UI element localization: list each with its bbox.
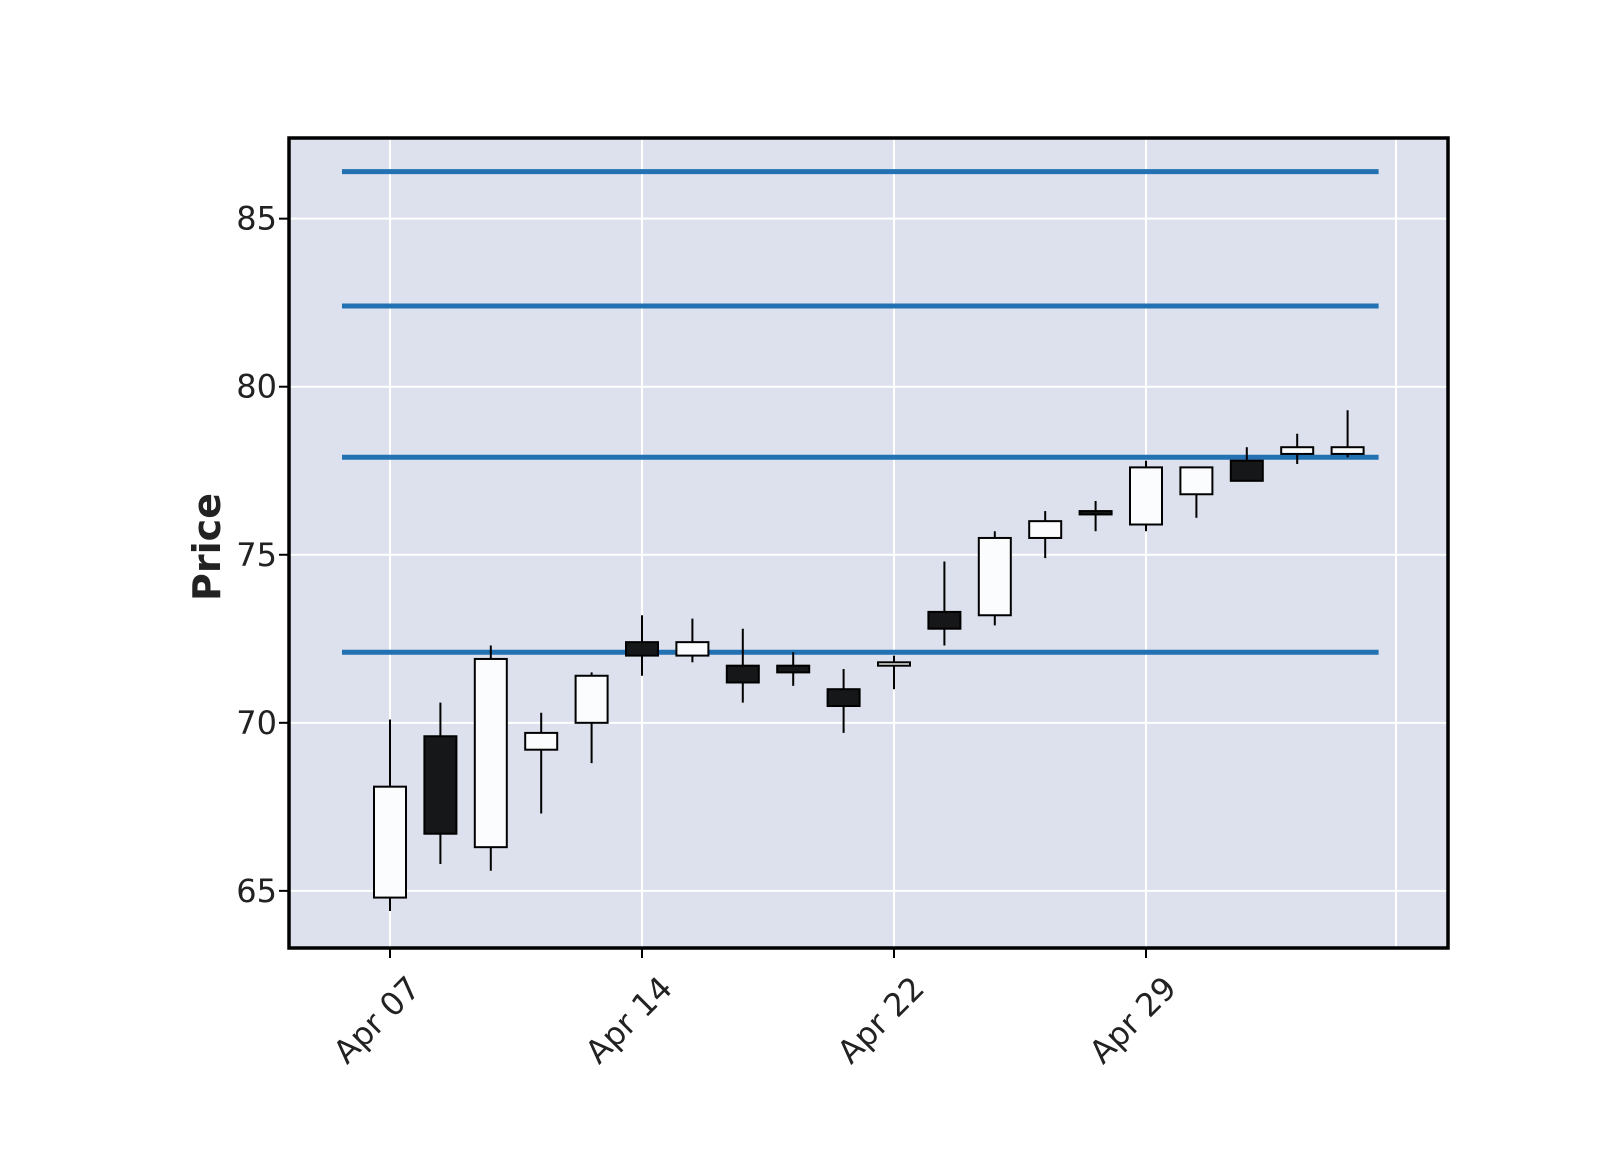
plot-background xyxy=(289,138,1448,948)
candle xyxy=(423,702,458,864)
candle-body xyxy=(1179,466,1214,496)
candle xyxy=(1330,410,1365,458)
candle xyxy=(776,652,811,686)
x-tick-label: Apr 29 xyxy=(1082,969,1184,1071)
candle-body xyxy=(423,735,458,835)
x-tick-label: Apr 07 xyxy=(326,969,428,1071)
candle xyxy=(1078,500,1113,532)
x-axis-ticks: Apr 07 Apr 14 Apr 22 Apr 29 xyxy=(326,948,1184,1071)
candle-body xyxy=(524,731,559,751)
candle xyxy=(1028,511,1063,559)
candle xyxy=(725,628,760,703)
candle-body xyxy=(1078,510,1113,516)
candle xyxy=(1280,433,1315,465)
candle xyxy=(877,655,911,690)
x-tick-label: Apr 22 xyxy=(830,969,932,1071)
candle xyxy=(1179,466,1214,518)
y-axis-ticks: 65 70 75 80 85 xyxy=(236,200,289,910)
candle-body xyxy=(625,641,659,657)
candle xyxy=(977,531,1012,626)
candle-body xyxy=(826,688,861,708)
candle-body xyxy=(574,674,609,724)
candle-body xyxy=(725,664,760,684)
candle xyxy=(675,618,710,663)
candle xyxy=(1129,460,1163,532)
candle-body xyxy=(473,657,508,849)
candle-body xyxy=(1129,466,1163,526)
candles xyxy=(373,410,1365,912)
candle-body xyxy=(675,641,710,657)
y-tick-label: 65 xyxy=(236,872,277,910)
candle xyxy=(927,561,962,646)
x-tick-label: Apr 14 xyxy=(578,969,680,1071)
horizontal-lines xyxy=(342,169,1379,655)
y-tick-label: 80 xyxy=(236,368,277,406)
candle xyxy=(826,669,861,733)
candle xyxy=(473,645,508,871)
candle-body xyxy=(927,610,962,630)
y-axis-label: Price xyxy=(185,493,229,601)
candle-body xyxy=(373,785,407,899)
candle xyxy=(1229,447,1264,482)
candle xyxy=(625,615,659,676)
candle-body xyxy=(877,661,911,667)
y-tick-label: 70 xyxy=(236,704,277,742)
candle xyxy=(373,719,407,912)
candle-body xyxy=(1028,520,1063,539)
candle-body xyxy=(1280,446,1315,455)
y-tick-label: 85 xyxy=(236,200,277,238)
candle xyxy=(574,672,609,764)
candle-body xyxy=(776,664,811,674)
candle-body xyxy=(977,536,1012,617)
plot-frame xyxy=(287,136,1450,950)
candle-body xyxy=(1330,446,1365,455)
y-tick-label: 75 xyxy=(236,536,277,574)
candle-body xyxy=(1229,459,1264,482)
candle xyxy=(524,712,559,814)
